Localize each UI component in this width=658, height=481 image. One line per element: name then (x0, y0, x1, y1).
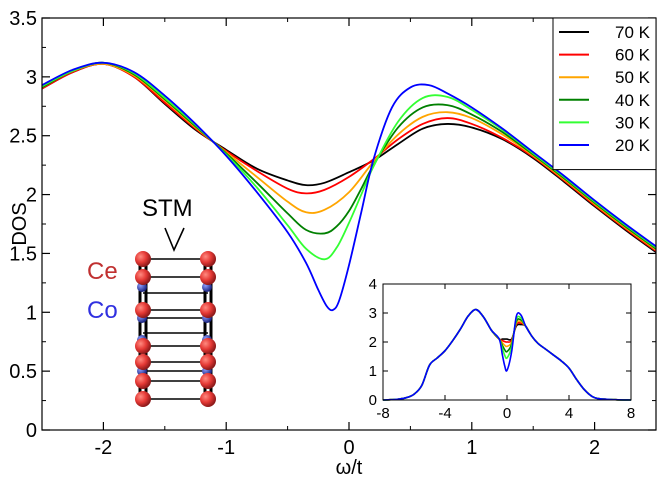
legend-label: 30 K (615, 113, 651, 132)
co-label: Co (87, 297, 118, 324)
legend-label: 60 K (615, 46, 651, 65)
ce-atom (200, 354, 216, 370)
y-tick-label: 3 (26, 67, 37, 89)
y-axis-label: DOS (9, 202, 31, 245)
y-tick-label: 1 (26, 302, 37, 324)
legend-label: 20 K (615, 136, 651, 155)
legend-label: 40 K (615, 91, 651, 110)
legend-label: 70 K (615, 23, 651, 42)
ce-atom (135, 302, 151, 318)
y-tick-label: 0.5 (9, 361, 37, 383)
inset-series-line-20k (382, 308, 632, 401)
ce-atom (200, 373, 216, 389)
y-tick-label: 1.5 (9, 243, 37, 265)
inset-y-tick-label: 3 (369, 305, 377, 322)
ce-co-lattice-diagram (135, 251, 216, 407)
inset-x-tick-label: -8 (376, 405, 389, 422)
legend-label: 50 K (615, 68, 651, 87)
legend: 70 K 60 K 50 K 40 K 30 K 20 K (552, 17, 657, 171)
stm-tip-icon (164, 227, 185, 253)
x-tick-label: -2 (95, 437, 113, 459)
inset-y-tick-label: 4 (369, 276, 377, 293)
main-axis-ticks: -2 -1 0 1 2 0 0.5 1 1.5 2 2.5 3 3.5 (9, 8, 657, 459)
ce-atom (200, 391, 216, 407)
ce-atom (135, 269, 151, 285)
ce-atom (135, 391, 151, 407)
stm-label: STM (142, 195, 193, 222)
ce-atom (200, 251, 216, 267)
main-plot-curves (42, 61, 656, 312)
ce-atom (135, 373, 151, 389)
x-tick-label: 2 (589, 437, 600, 459)
inset-plot-curves (382, 308, 632, 401)
inset-x-tick-label: -4 (438, 405, 451, 422)
x-tick-label: 0 (343, 437, 354, 459)
y-tick-label: 2.5 (9, 126, 37, 148)
inset-x-tick-label: 4 (565, 405, 573, 422)
x-tick-label: -1 (217, 437, 235, 459)
y-tick-label: 0 (26, 420, 37, 442)
ce-atom (200, 338, 216, 354)
x-axis-label: ω/t (336, 457, 363, 479)
ce-atom (135, 338, 151, 354)
inset-x-tick-label: 0 (503, 405, 511, 422)
inset-y-tick-label: 0 (369, 392, 377, 409)
inset-x-tick-label: 8 (627, 405, 635, 422)
series-line-20k (42, 61, 656, 312)
inset-y-tick-label: 1 (369, 363, 377, 380)
ce-label: Ce (87, 258, 118, 285)
inset-axis-ticks: -8 -4 0 4 8 0 1 2 3 4 (369, 276, 636, 422)
ce-atom (200, 302, 216, 318)
inset-y-tick-label: 2 (369, 334, 377, 351)
ce-atom (200, 269, 216, 285)
ce-atom (135, 251, 151, 267)
y-tick-label: 3.5 (9, 8, 37, 30)
y-tick-label: 2 (26, 185, 37, 207)
ce-atom (135, 354, 151, 370)
x-tick-label: 1 (466, 437, 477, 459)
series-line-30k (42, 61, 656, 261)
